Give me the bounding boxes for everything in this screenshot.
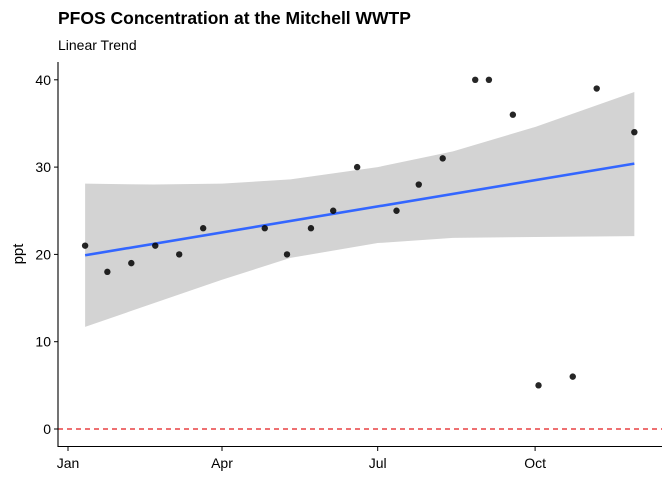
data-point [128, 259, 135, 267]
data-point [472, 76, 479, 84]
y-axis-label: ppt [10, 243, 27, 265]
data-point [485, 76, 493, 84]
x-tick-label: Jan [57, 455, 80, 471]
data-point [81, 242, 89, 249]
x-tick-label: Apr [211, 455, 233, 471]
data-point [307, 225, 315, 232]
data-point [569, 373, 576, 380]
data-point [353, 163, 361, 171]
chart-title: PFOS Concentration at the Mitchell WWTP [58, 8, 411, 28]
y-tick-label: 30 [35, 159, 51, 175]
y-tick-label: 20 [35, 246, 51, 262]
data-point [330, 207, 337, 214]
data-point [104, 268, 111, 276]
y-tick-label: 10 [35, 334, 51, 350]
data-point [631, 128, 638, 136]
x-tick-label: Oct [524, 455, 546, 471]
data-point [393, 207, 400, 214]
y-tick-label: 0 [43, 421, 51, 437]
data-point [509, 111, 517, 118]
data-point [593, 85, 600, 92]
data-point [199, 225, 207, 232]
x-tick-label: Jul [369, 455, 387, 471]
data-point [176, 251, 183, 258]
data-point [152, 242, 159, 249]
data-point [261, 225, 268, 232]
data-point [439, 155, 446, 162]
data-point [283, 251, 291, 258]
data-point [415, 181, 422, 188]
trend-line [84, 162, 635, 257]
chart-subtitle: Linear Trend [58, 37, 137, 53]
data-point [535, 382, 542, 389]
y-tick-label: 40 [35, 72, 51, 88]
